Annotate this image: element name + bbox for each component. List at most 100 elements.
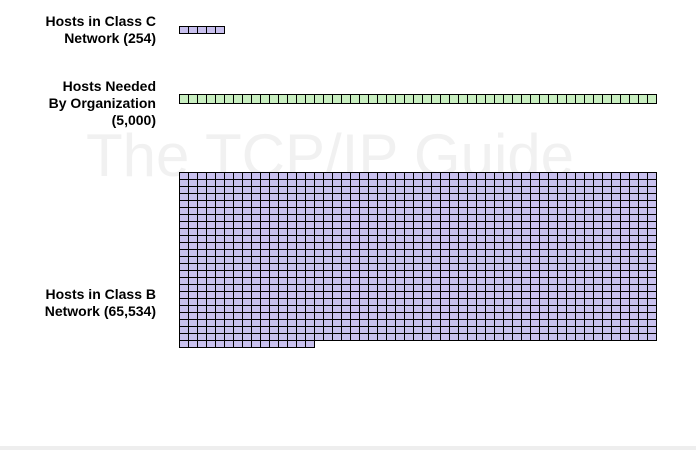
host-cell <box>377 221 387 229</box>
host-cell <box>224 207 234 215</box>
host-cell <box>341 277 351 285</box>
host-cell <box>242 291 252 299</box>
host-cell <box>413 235 423 243</box>
host-cell <box>197 305 207 313</box>
host-cell <box>530 235 540 243</box>
host-cell <box>395 172 405 180</box>
host-cell <box>449 256 459 264</box>
host-cell <box>440 263 450 271</box>
host-cell <box>638 186 648 194</box>
host-cell <box>395 179 405 187</box>
host-cell <box>206 291 216 299</box>
host-cell <box>548 179 558 187</box>
host-cell <box>278 172 288 180</box>
host-cell <box>332 242 342 250</box>
host-cell <box>287 277 297 285</box>
host-cell <box>404 256 414 264</box>
host-cell <box>449 221 459 229</box>
host-cell <box>251 312 261 320</box>
host-cell <box>557 319 567 327</box>
host-cell <box>512 305 522 313</box>
host-cell <box>503 200 513 208</box>
host-cell <box>260 214 270 222</box>
host-cell <box>593 312 603 320</box>
host-cell <box>296 200 306 208</box>
host-cell <box>584 172 594 180</box>
host-cell <box>413 326 423 334</box>
host-cell <box>359 221 369 229</box>
host-cell <box>234 95 242 103</box>
host-cell <box>368 235 378 243</box>
host-cell <box>575 221 585 229</box>
host-cell <box>575 186 585 194</box>
host-cell <box>251 326 261 334</box>
host-cell <box>314 333 324 341</box>
host-cell <box>494 228 504 236</box>
host-cell <box>296 186 306 194</box>
host-cell <box>242 284 252 292</box>
host-cell <box>611 207 621 215</box>
host-cell <box>512 312 522 320</box>
host-cell <box>287 179 297 187</box>
host-cell <box>548 186 558 194</box>
host-cell <box>242 298 252 306</box>
host-cell <box>314 242 324 250</box>
host-cell <box>440 235 450 243</box>
host-cell <box>341 200 351 208</box>
host-cell <box>314 179 324 187</box>
host-cell <box>629 242 639 250</box>
host-cell <box>332 305 342 313</box>
host-cell <box>215 277 225 285</box>
host-cell <box>449 326 459 334</box>
host-cell <box>395 200 405 208</box>
host-cell <box>458 214 468 222</box>
host-cell <box>557 291 567 299</box>
host-cell <box>431 284 441 292</box>
host-cell <box>548 333 558 341</box>
host-cell <box>620 249 630 257</box>
host-cell <box>305 256 315 264</box>
host-cell <box>557 284 567 292</box>
host-cell <box>404 284 414 292</box>
host-cell <box>332 298 342 306</box>
host-cell <box>197 200 207 208</box>
host-cell <box>485 214 495 222</box>
host-cell <box>530 214 540 222</box>
host-cell <box>224 200 234 208</box>
host-cell <box>314 235 324 243</box>
host-cell <box>611 228 621 236</box>
host-cell <box>215 228 225 236</box>
host-cell <box>404 193 414 201</box>
host-cell <box>269 235 279 243</box>
host-cell <box>233 326 243 334</box>
host-cell <box>548 284 558 292</box>
host-cell <box>621 95 629 103</box>
host-cell <box>467 263 477 271</box>
host-cell <box>611 326 621 334</box>
host-cell <box>359 200 369 208</box>
host-cell <box>620 186 630 194</box>
host-cell <box>638 326 648 334</box>
host-cell <box>440 193 450 201</box>
host-cell <box>521 270 531 278</box>
host-cell <box>189 27 197 33</box>
host-cell <box>422 263 432 271</box>
host-cell <box>638 228 648 236</box>
host-cell <box>449 228 459 236</box>
host-cell <box>179 193 189 201</box>
host-cell <box>521 242 531 250</box>
host-cell <box>476 326 486 334</box>
host-cell <box>602 312 612 320</box>
host-cell <box>476 319 486 327</box>
host-cell <box>233 270 243 278</box>
host-cell <box>557 172 567 180</box>
host-cell <box>387 95 395 103</box>
host-cell <box>269 186 279 194</box>
host-cell <box>215 312 225 320</box>
host-cell <box>332 256 342 264</box>
host-cell <box>296 270 306 278</box>
host-cell <box>188 298 198 306</box>
host-cell <box>341 270 351 278</box>
host-cell <box>359 193 369 201</box>
host-cell <box>548 270 558 278</box>
